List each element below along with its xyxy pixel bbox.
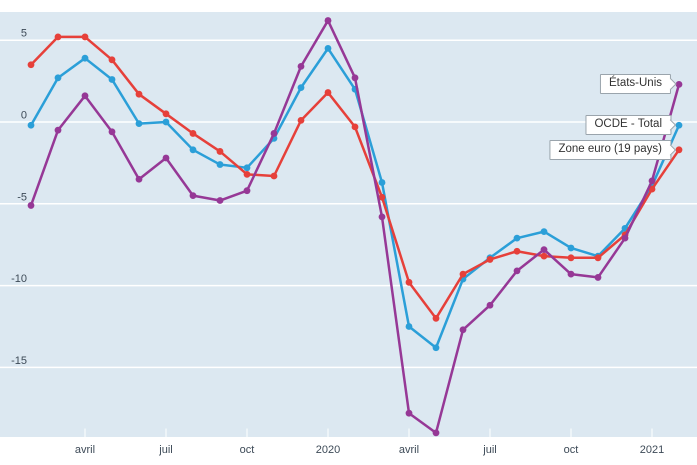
data-point	[243, 164, 251, 172]
data-point	[405, 278, 413, 286]
data-point	[54, 74, 62, 82]
data-point	[513, 247, 521, 255]
data-point	[54, 33, 62, 41]
svg-text:avril: avril	[399, 444, 419, 456]
svg-text:2021: 2021	[640, 444, 664, 456]
data-point	[513, 267, 521, 275]
data-point	[297, 84, 305, 92]
data-point	[486, 256, 494, 263]
data-point	[162, 110, 170, 118]
data-point	[189, 130, 197, 137]
y-axis-labels: 5 0 -5 -10 -15	[11, 28, 27, 367]
data-point	[432, 429, 440, 437]
data-point	[108, 76, 116, 83]
data-point	[675, 80, 683, 88]
data-point	[162, 154, 170, 162]
data-point	[378, 179, 386, 186]
svg-text:2020: 2020	[316, 444, 340, 456]
data-point	[621, 234, 629, 242]
svg-text:juil: juil	[158, 444, 172, 456]
svg-text:oct: oct	[564, 444, 579, 456]
data-point	[378, 213, 386, 221]
data-point	[594, 254, 602, 262]
data-point	[108, 56, 116, 64]
data-point	[216, 161, 224, 168]
series-2	[27, 33, 683, 322]
data-point	[540, 246, 548, 254]
data-point	[108, 128, 116, 136]
series-callout-etats-unis[interactable]: États-Unis	[599, 74, 671, 95]
data-point	[432, 314, 440, 322]
svg-text:-10: -10	[11, 273, 27, 285]
data-point	[324, 44, 332, 52]
data-point	[540, 228, 548, 236]
x-axis-ticks	[84, 428, 653, 437]
data-point	[405, 409, 413, 417]
data-point	[27, 121, 35, 129]
plot-area	[0, 12, 697, 437]
data-point	[216, 148, 224, 155]
data-point	[486, 301, 494, 309]
data-point	[567, 270, 575, 278]
data-point	[675, 121, 683, 129]
data-point	[567, 254, 575, 262]
data-point	[162, 118, 170, 126]
svg-text:5: 5	[21, 28, 27, 40]
data-point	[648, 177, 656, 185]
data-point	[324, 17, 332, 24]
svg-text:oct: oct	[240, 444, 255, 456]
data-point	[189, 192, 197, 200]
data-point	[567, 244, 575, 252]
data-point	[81, 92, 89, 100]
data-point	[135, 175, 143, 183]
data-point	[27, 61, 35, 69]
data-point	[405, 323, 413, 330]
x-axis-labels: avril juil oct 2020 avril juil oct 2021	[75, 444, 664, 456]
data-point	[324, 89, 332, 96]
data-point	[432, 344, 440, 352]
data-point	[594, 274, 602, 281]
svg-text:-5: -5	[17, 191, 27, 203]
data-point	[459, 326, 467, 334]
data-point	[243, 170, 251, 178]
svg-text:-15: -15	[11, 355, 27, 367]
data-point	[270, 172, 278, 180]
svg-text:avril: avril	[75, 444, 95, 456]
data-point	[459, 270, 467, 278]
data-point	[243, 187, 251, 195]
data-point	[81, 33, 89, 41]
data-point	[270, 130, 278, 137]
data-point	[378, 193, 386, 201]
data-point	[675, 146, 683, 154]
series-0	[27, 17, 683, 437]
data-point	[135, 90, 143, 98]
svg-text:juil: juil	[482, 444, 496, 456]
data-point	[540, 252, 548, 260]
gridlines	[0, 39, 697, 369]
data-point	[513, 234, 521, 242]
data-point	[189, 146, 197, 154]
data-point	[54, 126, 62, 134]
data-point	[351, 123, 359, 131]
data-point	[297, 116, 305, 124]
series-callout-ocde-total[interactable]: OCDE - Total	[585, 115, 671, 136]
svg-text:0: 0	[21, 110, 27, 122]
data-point	[297, 62, 305, 70]
data-point	[135, 120, 143, 128]
data-point	[351, 74, 359, 82]
data-point	[27, 202, 35, 209]
data-point	[81, 54, 89, 62]
data-point	[216, 197, 224, 204]
series-callout-zone-euro[interactable]: Zone euro (19 pays)	[549, 139, 671, 160]
